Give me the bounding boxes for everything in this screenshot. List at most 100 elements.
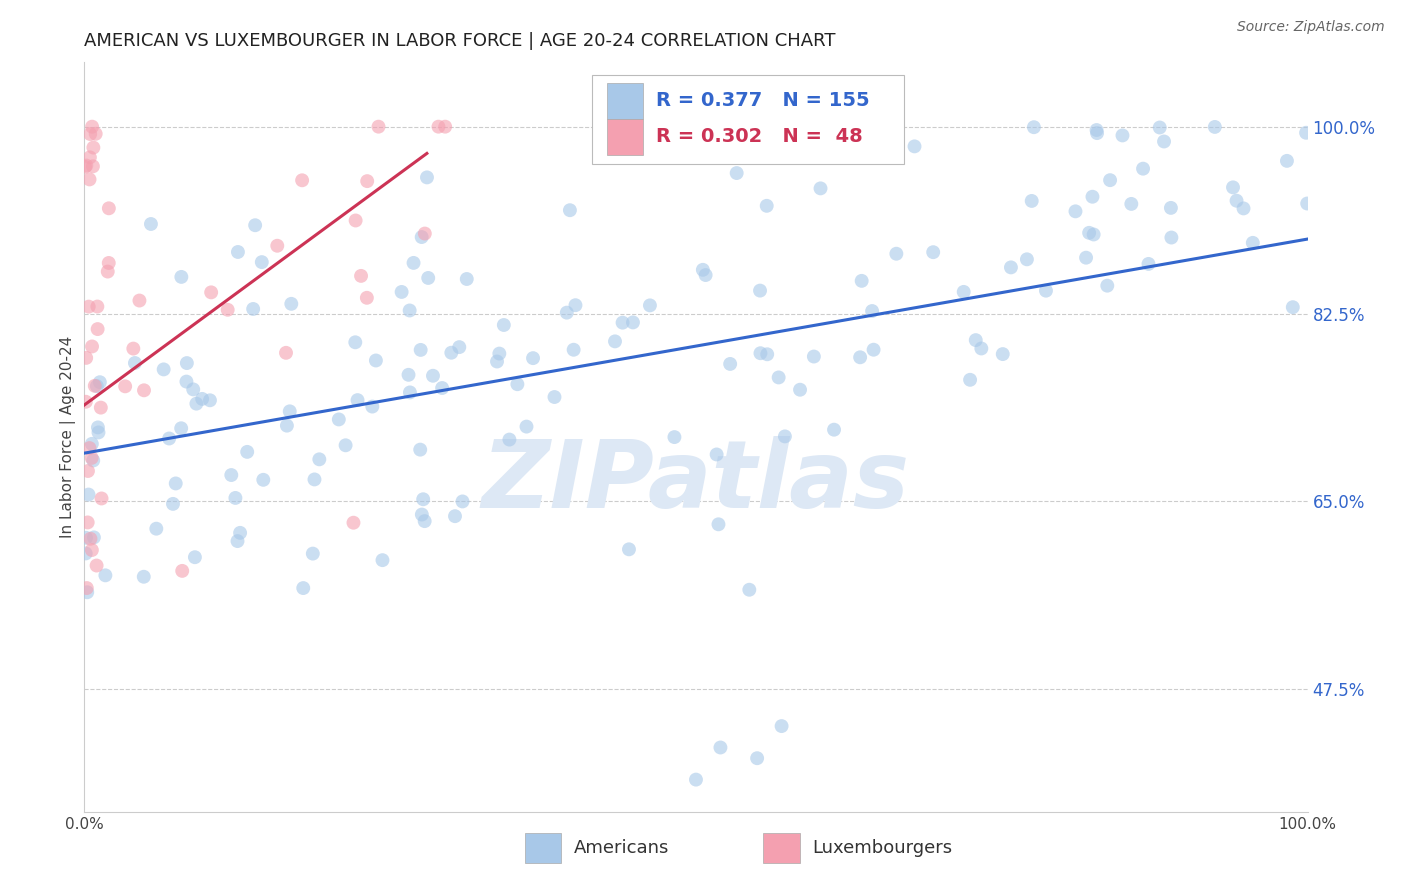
Point bbox=[236, 445, 259, 459]
Point bbox=[409, 442, 432, 457]
Point bbox=[252, 473, 274, 487]
Point bbox=[176, 356, 198, 370]
Point bbox=[342, 516, 364, 530]
Point bbox=[1137, 257, 1160, 271]
FancyBboxPatch shape bbox=[592, 75, 904, 163]
Point bbox=[82, 453, 104, 467]
Point bbox=[198, 393, 221, 408]
Point bbox=[82, 159, 104, 173]
Point bbox=[361, 400, 384, 414]
Point bbox=[77, 464, 100, 478]
Point bbox=[558, 203, 581, 218]
Point bbox=[276, 418, 298, 433]
Point bbox=[555, 305, 578, 319]
Point bbox=[506, 377, 529, 392]
Point bbox=[1035, 284, 1057, 298]
Point bbox=[803, 350, 825, 364]
Point bbox=[903, 139, 925, 153]
Point bbox=[367, 120, 389, 134]
Point bbox=[86, 558, 108, 573]
Point bbox=[685, 772, 707, 787]
Point bbox=[1083, 227, 1105, 242]
Point bbox=[356, 174, 378, 188]
Point bbox=[449, 340, 471, 354]
Point bbox=[90, 401, 112, 415]
Point bbox=[221, 468, 243, 483]
Point bbox=[1099, 173, 1122, 187]
Point bbox=[242, 301, 264, 316]
Point bbox=[328, 412, 350, 426]
Point bbox=[1015, 252, 1038, 267]
Point bbox=[97, 264, 120, 278]
Point bbox=[371, 553, 394, 567]
Text: ZIPatlas: ZIPatlas bbox=[482, 436, 910, 528]
Point bbox=[922, 245, 945, 260]
Point bbox=[97, 202, 120, 216]
Point bbox=[87, 425, 110, 440]
Point bbox=[486, 354, 509, 368]
Point bbox=[612, 316, 634, 330]
Point bbox=[165, 476, 187, 491]
Point bbox=[346, 393, 368, 408]
Point bbox=[292, 581, 315, 595]
Point bbox=[181, 383, 204, 397]
Point bbox=[304, 472, 326, 486]
Point bbox=[709, 740, 731, 755]
Point bbox=[139, 217, 162, 231]
Point bbox=[522, 351, 544, 366]
Point bbox=[157, 432, 180, 446]
Point bbox=[773, 429, 796, 443]
Point bbox=[75, 546, 97, 560]
Point bbox=[456, 272, 478, 286]
Point bbox=[132, 384, 155, 398]
Point bbox=[749, 284, 772, 298]
Point bbox=[76, 516, 98, 530]
Point bbox=[695, 268, 717, 282]
Point bbox=[86, 300, 108, 314]
Point bbox=[543, 390, 565, 404]
Point bbox=[79, 172, 101, 186]
Point bbox=[1000, 260, 1022, 275]
Point bbox=[603, 334, 626, 349]
Point bbox=[952, 285, 974, 299]
Point bbox=[749, 346, 772, 360]
Point bbox=[1275, 153, 1298, 168]
Point bbox=[128, 293, 150, 308]
Point bbox=[1085, 123, 1108, 137]
Point bbox=[77, 487, 100, 501]
Point bbox=[344, 213, 367, 227]
Point bbox=[1296, 196, 1319, 211]
Point bbox=[823, 423, 845, 437]
Point bbox=[413, 514, 436, 528]
Point bbox=[172, 564, 194, 578]
Point bbox=[725, 166, 748, 180]
Point bbox=[398, 368, 420, 382]
Point bbox=[862, 343, 884, 357]
Point bbox=[851, 274, 873, 288]
Text: Americans: Americans bbox=[574, 838, 669, 856]
Point bbox=[226, 244, 249, 259]
Point bbox=[398, 303, 420, 318]
Point bbox=[224, 491, 246, 505]
Point bbox=[498, 433, 520, 447]
Point bbox=[1081, 190, 1104, 204]
Point bbox=[707, 517, 730, 532]
Point bbox=[170, 421, 193, 435]
Point bbox=[191, 392, 214, 406]
Point bbox=[1121, 197, 1143, 211]
Point bbox=[488, 346, 510, 360]
Point bbox=[350, 268, 373, 283]
Point bbox=[1064, 204, 1087, 219]
Point bbox=[621, 315, 644, 329]
Text: R = 0.302   N =  48: R = 0.302 N = 48 bbox=[655, 128, 862, 146]
Point bbox=[1225, 194, 1247, 208]
Point bbox=[73, 160, 96, 174]
Point bbox=[1149, 120, 1171, 135]
Point bbox=[162, 497, 184, 511]
Point bbox=[411, 508, 433, 522]
Point bbox=[1074, 251, 1097, 265]
Point bbox=[664, 430, 686, 444]
Point bbox=[1022, 120, 1045, 135]
Point bbox=[356, 291, 378, 305]
Point bbox=[789, 383, 811, 397]
